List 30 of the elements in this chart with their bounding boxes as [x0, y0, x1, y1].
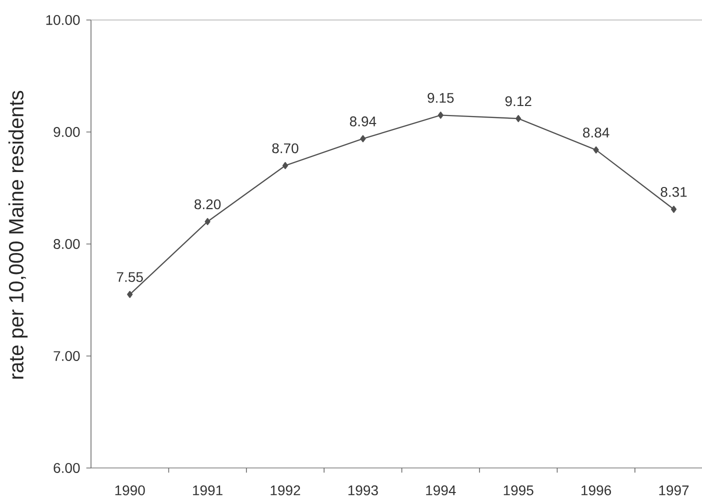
data-label: 8.84 [583, 128, 610, 138]
data-label: 9.15 [428, 92, 454, 103]
point [204, 218, 210, 226]
point [282, 162, 288, 170]
point [127, 290, 133, 298]
x-tick-label: 1996 [582, 485, 612, 496]
x-tick-label: 1992 [270, 485, 300, 496]
x-tick-label: 1993 [348, 485, 378, 496]
y-tick-label: 6.00 [54, 463, 80, 473]
y-axis-title: rate per 10,000 Maine residents [8, 90, 28, 379]
data-label: 8.70 [272, 143, 298, 154]
data-label: 8.94 [350, 116, 376, 126]
x-tick-label: 1995 [504, 485, 534, 496]
y-tick-label: 9.00 [54, 127, 80, 137]
point [438, 112, 444, 119]
point [360, 135, 366, 142]
x-tick-label: 1990 [115, 485, 145, 496]
y-tick-label: 8.00 [54, 239, 80, 249]
data-label: 7.55 [116, 272, 143, 282]
point [593, 146, 599, 154]
x-tick-label: 1994 [426, 485, 456, 496]
point [516, 115, 522, 122]
y-tick-label: 10.00 [46, 15, 80, 25]
data-label: 8.31 [660, 187, 687, 197]
y-tick-label: 7.00 [54, 351, 80, 361]
x-tick-label: 1997 [659, 485, 689, 496]
x-tick-label: 1991 [193, 485, 222, 496]
point [670, 206, 677, 213]
data-label: 8.20 [194, 199, 221, 210]
data-label: 9.12 [505, 96, 532, 106]
